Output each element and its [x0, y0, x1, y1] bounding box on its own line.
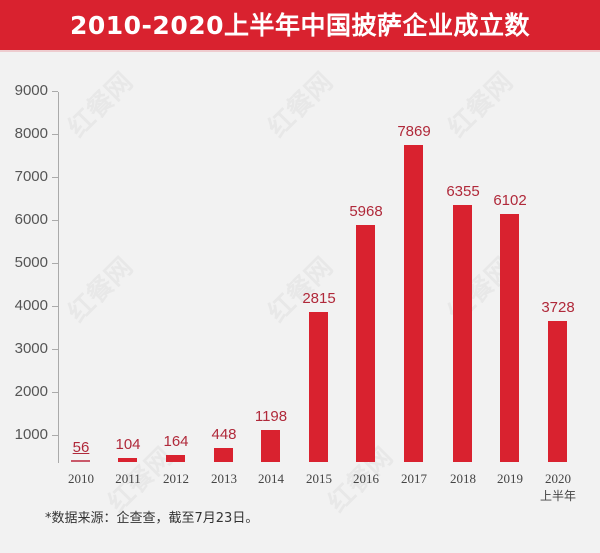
bar-2020-h1	[548, 321, 567, 462]
bar-value-label: 5968	[349, 203, 383, 220]
chart-title-banner: 2010-2020上半年中国披萨企业成立数	[0, 0, 600, 50]
bar-chart: 9000 8000 7000 6000 5000 4000 3000 2000 …	[0, 52, 600, 503]
data-source-footnote: *数据来源：企查查，截至7月23日。	[45, 511, 259, 526]
x-tick-label: 2011	[115, 471, 141, 486]
bar-2013	[214, 448, 233, 462]
y-tick	[52, 435, 58, 436]
y-tick	[52, 134, 58, 135]
chart-title: 2010-2020上半年中国披萨企业成立数	[69, 11, 531, 40]
y-tick	[52, 349, 58, 350]
x-tick-label: 2012	[163, 471, 189, 486]
bar-2016	[356, 225, 375, 462]
bar-value-label: 448	[211, 426, 237, 443]
bar-value-label: 56	[72, 439, 90, 456]
y-tick-label: 3000	[14, 340, 48, 357]
y-tick	[52, 306, 58, 307]
bar-2018	[453, 205, 472, 462]
y-tick	[52, 91, 58, 92]
x-tick-label: 2010	[68, 471, 94, 486]
x-tick-sublabel: 上半年	[539, 489, 576, 503]
bar-value-label: 6102	[493, 192, 527, 209]
bar-value-label: 104	[115, 436, 141, 453]
header-divider	[0, 50, 600, 52]
bar-value-label: 6355	[446, 183, 480, 200]
y-tick-label: 9000	[14, 82, 48, 99]
bar-2015	[309, 312, 328, 462]
bar-2010	[71, 460, 90, 462]
x-tick-label: 2019	[497, 471, 523, 486]
x-tick-label: 2015	[306, 471, 332, 486]
y-tick-label: 7000	[14, 168, 48, 185]
y-tick-label: 5000	[14, 254, 48, 271]
bar-2017	[404, 145, 423, 462]
bar-value-label: 2815	[302, 290, 336, 307]
bar-value-label: 3728	[541, 299, 575, 316]
y-tick	[52, 220, 58, 221]
bar-2019	[500, 214, 519, 462]
bar-2012	[166, 455, 185, 462]
y-tick-label: 1000	[14, 426, 48, 443]
y-tick-label: 2000	[14, 383, 48, 400]
x-tick-label: 2017	[401, 471, 427, 486]
x-tick-label: 2016	[353, 471, 379, 486]
bar-value-label: 7869	[397, 123, 431, 140]
bar-2014	[261, 430, 280, 462]
y-tick-label: 8000	[14, 125, 48, 142]
bar-2011	[118, 458, 137, 462]
y-tick	[52, 177, 58, 178]
x-tick-label: 2020	[545, 471, 571, 486]
x-tick-label: 2018	[450, 471, 476, 486]
y-tick-label: 4000	[14, 297, 48, 314]
y-tick	[52, 392, 58, 393]
bar-value-label: 1198	[254, 408, 288, 425]
x-tick-label: 2014	[258, 471, 284, 486]
y-tick-label: 6000	[14, 211, 48, 228]
y-tick	[52, 263, 58, 264]
bar-value-label: 164	[163, 433, 189, 450]
y-axis-line	[58, 92, 59, 463]
x-tick-label: 2013	[211, 471, 237, 486]
